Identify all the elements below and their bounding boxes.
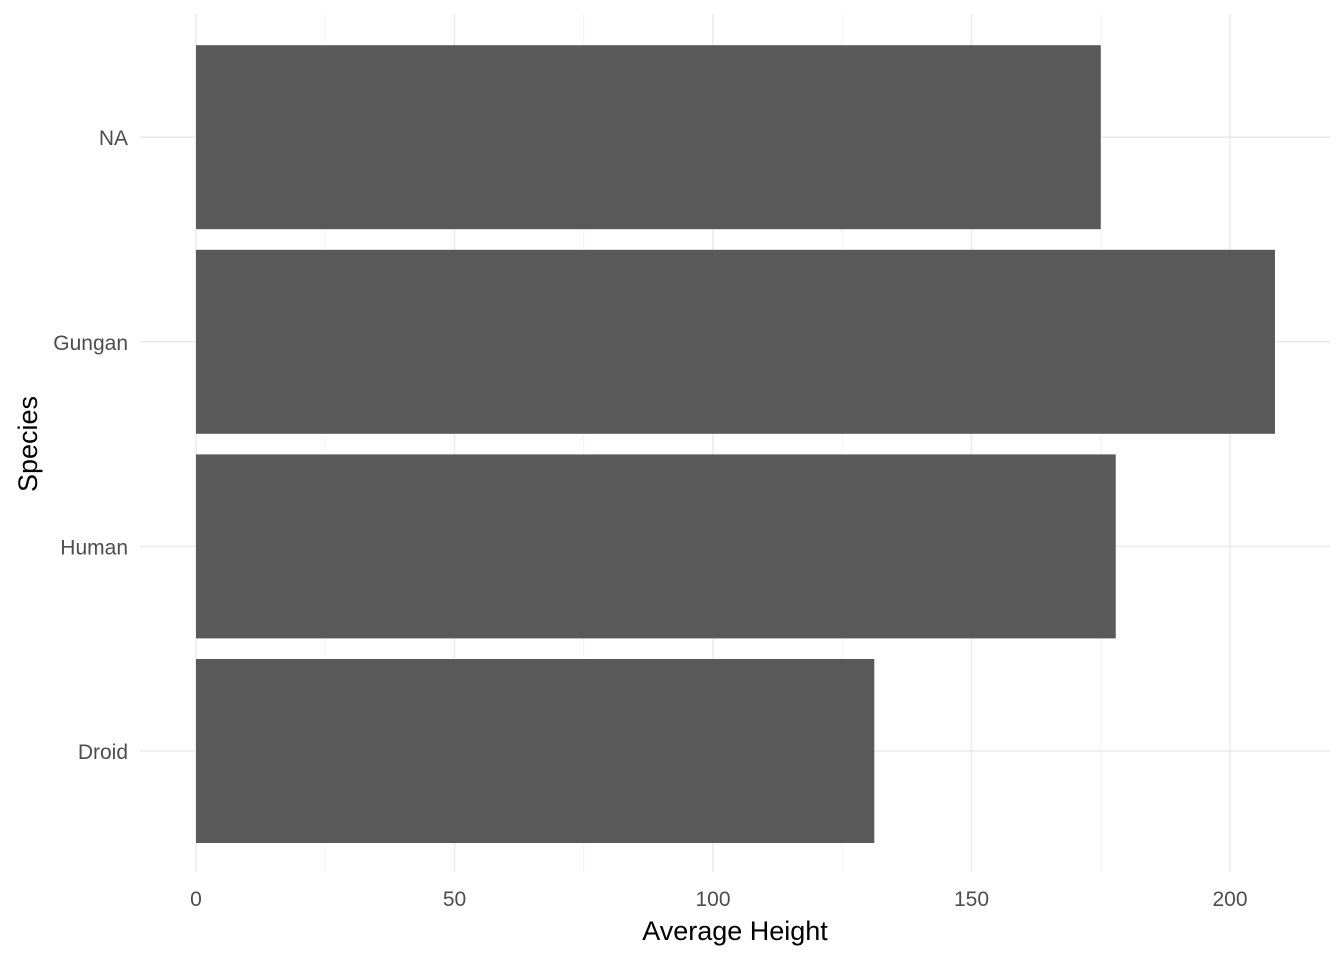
bar-human bbox=[196, 454, 1116, 639]
bar-droid bbox=[196, 659, 875, 843]
bar-na bbox=[196, 45, 1101, 230]
bar-gungan bbox=[196, 249, 1275, 434]
y-axis-title: Species bbox=[13, 396, 43, 492]
x-tick-label: 200 bbox=[1212, 888, 1247, 911]
x-axis-title: Average Height bbox=[642, 916, 828, 946]
y-tick-label: Gungan bbox=[53, 332, 128, 355]
bars bbox=[196, 45, 1275, 843]
x-tick-label: 0 bbox=[190, 888, 202, 911]
x-tick-label: 100 bbox=[695, 888, 730, 911]
y-tick-label: Droid bbox=[78, 741, 128, 764]
y-tick-label: NA bbox=[99, 127, 128, 150]
x-tick-label: 50 bbox=[443, 888, 466, 911]
x-axis-ticks: 0 50 100 150 200 bbox=[190, 888, 1247, 911]
x-tick-label: 150 bbox=[954, 888, 989, 911]
y-axis-ticks: Droid Human Gungan NA bbox=[53, 127, 128, 764]
y-tick-label: Human bbox=[60, 536, 128, 559]
